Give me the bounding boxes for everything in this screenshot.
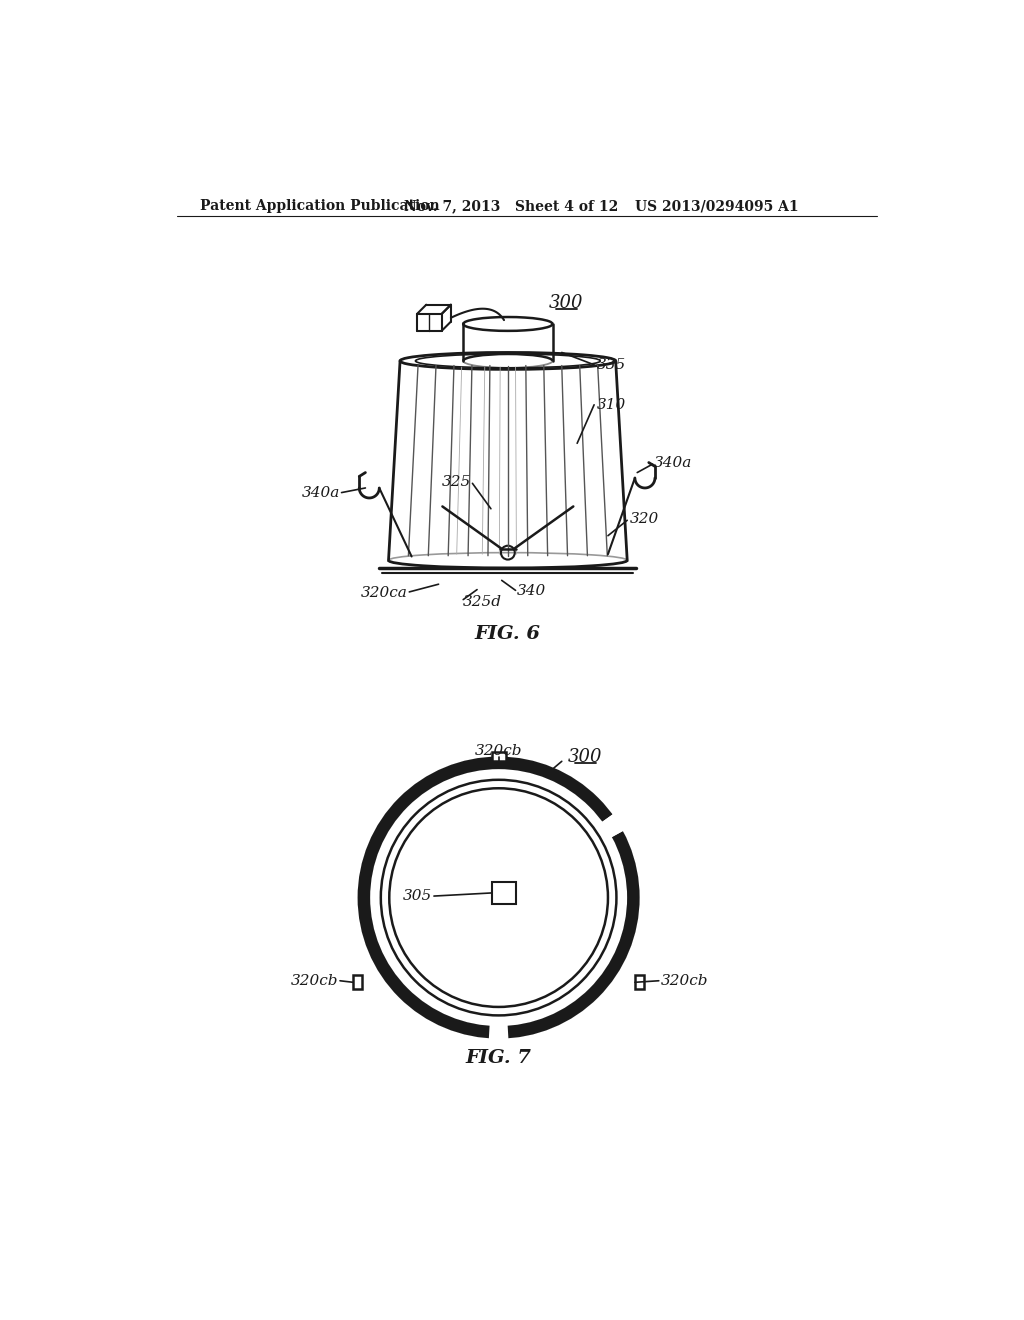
Text: Nov. 7, 2013   Sheet 4 of 12: Nov. 7, 2013 Sheet 4 of 12 <box>403 199 618 213</box>
Text: 340a: 340a <box>654 457 692 470</box>
Text: 305: 305 <box>403 890 432 903</box>
Bar <box>493 882 515 904</box>
Text: 335: 335 <box>596 358 626 372</box>
Text: 320cb: 320cb <box>660 974 708 987</box>
Text: 320ca: 320ca <box>360 586 408 599</box>
Text: FIG. 6: FIG. 6 <box>475 626 541 643</box>
Text: 310: 310 <box>596 397 626 412</box>
Bar <box>492 752 506 762</box>
Bar <box>635 975 644 989</box>
Text: 340: 340 <box>517 585 547 598</box>
Text: 320: 320 <box>630 512 658 525</box>
Text: FIG. 7: FIG. 7 <box>466 1049 531 1067</box>
Bar <box>353 975 362 989</box>
Text: 320cb: 320cb <box>291 974 339 987</box>
Text: 325d: 325d <box>463 595 502 609</box>
Text: Patent Application Publication: Patent Application Publication <box>200 199 439 213</box>
Text: 300: 300 <box>549 294 583 312</box>
Text: US 2013/0294095 A1: US 2013/0294095 A1 <box>635 199 799 213</box>
Text: 300: 300 <box>567 748 602 767</box>
Text: 325: 325 <box>441 475 471 488</box>
Text: 340a: 340a <box>302 486 340 500</box>
Text: 320cb: 320cb <box>475 744 522 758</box>
